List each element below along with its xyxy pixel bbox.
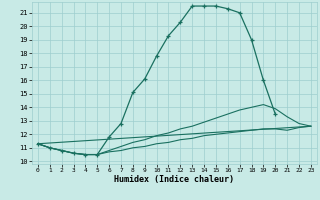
X-axis label: Humidex (Indice chaleur): Humidex (Indice chaleur): [115, 175, 234, 184]
